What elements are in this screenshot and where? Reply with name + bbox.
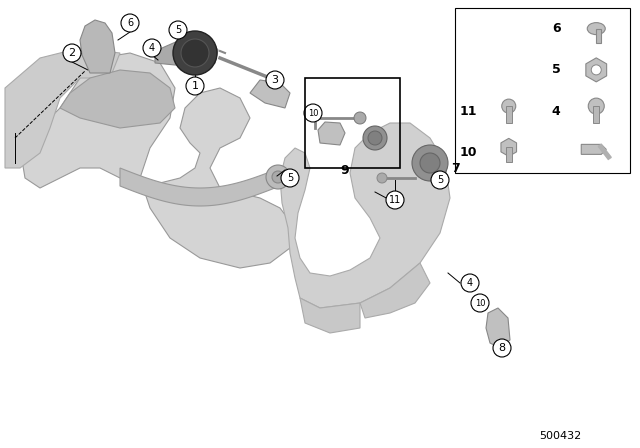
Circle shape: [304, 104, 322, 122]
Polygon shape: [360, 263, 430, 318]
Circle shape: [272, 171, 284, 183]
Circle shape: [266, 71, 284, 89]
Circle shape: [377, 173, 387, 183]
Circle shape: [493, 339, 511, 357]
Circle shape: [471, 294, 489, 312]
Text: 10: 10: [308, 108, 318, 117]
Text: 2: 2: [68, 48, 76, 58]
Polygon shape: [155, 38, 218, 66]
Text: 7: 7: [451, 161, 460, 175]
Bar: [455, 8, 630, 173]
Circle shape: [368, 131, 382, 145]
Polygon shape: [581, 144, 606, 155]
Bar: [593, 106, 599, 123]
Circle shape: [420, 153, 440, 173]
Circle shape: [143, 39, 161, 57]
Text: 6: 6: [127, 18, 133, 28]
Text: 10: 10: [460, 146, 477, 159]
Circle shape: [181, 39, 209, 67]
Text: 5: 5: [552, 63, 561, 76]
Circle shape: [502, 99, 516, 113]
Polygon shape: [486, 308, 510, 348]
Circle shape: [588, 98, 604, 114]
Circle shape: [169, 21, 187, 39]
Circle shape: [461, 274, 479, 292]
Circle shape: [412, 145, 448, 181]
Polygon shape: [300, 298, 360, 333]
Circle shape: [354, 112, 366, 124]
Text: 1: 1: [191, 81, 198, 91]
Circle shape: [63, 44, 81, 62]
Circle shape: [386, 191, 404, 209]
Text: 11: 11: [389, 195, 401, 205]
Polygon shape: [318, 122, 345, 145]
Polygon shape: [60, 70, 175, 128]
Bar: [305, 78, 400, 168]
Text: 8: 8: [499, 343, 506, 353]
Bar: [506, 147, 512, 162]
Polygon shape: [598, 144, 611, 159]
Text: 5: 5: [175, 25, 181, 35]
Circle shape: [173, 31, 217, 75]
Text: 5: 5: [437, 175, 443, 185]
Circle shape: [281, 169, 299, 187]
Circle shape: [186, 77, 204, 95]
Ellipse shape: [588, 23, 605, 34]
Text: 9: 9: [340, 164, 349, 177]
Text: 6: 6: [552, 22, 561, 35]
Polygon shape: [280, 123, 450, 308]
Bar: [506, 106, 512, 123]
Text: 10: 10: [475, 298, 485, 307]
Text: 500432: 500432: [539, 431, 581, 441]
Polygon shape: [80, 20, 115, 73]
Circle shape: [591, 65, 601, 75]
Circle shape: [363, 126, 387, 150]
Polygon shape: [120, 168, 280, 206]
Polygon shape: [250, 80, 290, 108]
Circle shape: [431, 171, 449, 189]
Text: 3: 3: [271, 75, 278, 85]
Text: 5: 5: [287, 173, 293, 183]
Bar: [596, 29, 601, 43]
Polygon shape: [5, 48, 120, 168]
Text: 4: 4: [467, 278, 473, 288]
Circle shape: [121, 14, 139, 32]
Circle shape: [266, 165, 290, 189]
Text: 4: 4: [149, 43, 155, 53]
Text: 11: 11: [460, 105, 477, 118]
Polygon shape: [20, 53, 295, 268]
Text: 4: 4: [552, 105, 561, 118]
